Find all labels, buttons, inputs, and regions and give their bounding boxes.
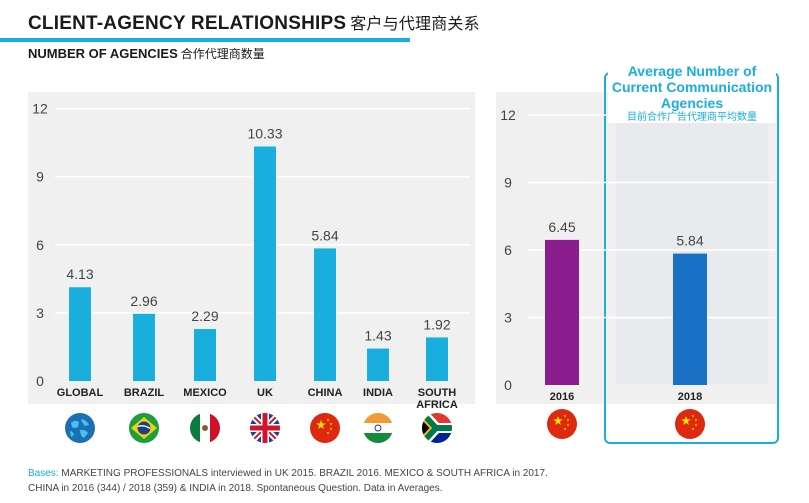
left-chart-background [28, 92, 475, 404]
right-chart-ytick-label: 6 [504, 242, 512, 258]
right-chart-bar [545, 239, 579, 385]
subtitle-en: NUMBER OF AGENCIES [28, 46, 178, 61]
right-chart-ytick-label: 0 [504, 377, 512, 393]
right-chart-ytick-label: 9 [504, 175, 512, 191]
india-flag-icon [363, 413, 393, 443]
left-chart-ytick-label: 3 [36, 305, 44, 321]
left-chart-bar [133, 313, 155, 381]
highlight-label: Average Number of Current Communication … [608, 63, 776, 123]
left-chart-bar [194, 329, 216, 381]
left-chart-category-label: BRAZIL [124, 387, 165, 399]
left-chart-category-label: MEXICO [183, 387, 227, 399]
chart-subtitle: NUMBER OF AGENCIES 合作代理商数量 [28, 45, 265, 62]
left-chart-bar [367, 348, 389, 381]
left-chart-value-label: 2.96 [130, 293, 157, 309]
left-chart-category-label: GLOBAL [57, 387, 104, 399]
left-chart-ytick-label: 12 [32, 101, 48, 117]
left-chart-value-label: 1.92 [423, 316, 450, 332]
header: CLIENT-AGENCY RELATIONSHIPS 客户与代理商关系 [28, 10, 480, 35]
footnote: Bases: MARKETING PROFESSIONALS interview… [28, 466, 788, 496]
title-cn: 客户与代理商关系 [350, 14, 480, 33]
left-chart-category-label: AFRICA [416, 399, 458, 411]
left-chart-category-label: UK [257, 387, 273, 399]
left-chart-ytick-label: 0 [36, 373, 44, 389]
right-chart-category-label: 2018 [678, 391, 702, 403]
left-chart-value-label: 10.33 [247, 126, 282, 142]
south-africa-flag-icon [422, 413, 452, 443]
china-flag-icon [310, 413, 340, 443]
left-chart-bar [69, 287, 91, 381]
mexico-flag-icon [190, 413, 220, 443]
page-title: CLIENT-AGENCY RELATIONSHIPS 客户与代理商关系 [28, 10, 480, 35]
left-chart-ytick-label: 9 [36, 169, 44, 185]
footnote-text-2: CHINA in 2016 (344) / 2018 (359) & INDIA… [28, 483, 443, 494]
right-chart-value-label: 6.45 [548, 219, 575, 235]
china-flag-icon [675, 409, 705, 439]
highlight-label-en: Average Number of Current Communication … [611, 63, 773, 111]
right-chart-ytick-label: 12 [500, 107, 516, 123]
left-chart-ytick-label: 6 [36, 237, 44, 253]
left-chart-category-label: SOUTH [418, 387, 457, 399]
title-underline [0, 38, 410, 42]
china-flag-icon [547, 409, 577, 439]
left-chart-bar [426, 337, 448, 381]
footnote-text-1: MARKETING PROFESSIONALS interviewed in U… [61, 468, 548, 479]
footnote-label: Bases: [28, 468, 59, 479]
left-chart-category-label: CHINA [308, 387, 343, 399]
globe-icon [65, 413, 95, 443]
left-chart-value-label: 1.43 [364, 328, 391, 344]
title-en: CLIENT-AGENCY RELATIONSHIPS [28, 13, 347, 34]
right-chart-bar [673, 253, 707, 385]
left-chart-bar [314, 248, 336, 381]
subtitle-cn: 合作代理商数量 [180, 47, 265, 61]
highlight-label-cn: 目前合作广告代理商平均数量 [627, 112, 757, 123]
left-chart-value-label: 5.84 [311, 227, 338, 243]
left-chart-category-label: INDIA [363, 387, 393, 399]
left-chart-bar [254, 146, 276, 381]
uk-flag-icon [250, 413, 280, 443]
right-chart-value-label: 5.84 [676, 233, 703, 249]
brazil-flag-icon [129, 413, 159, 443]
right-chart-category-label: 2016 [550, 391, 574, 403]
left-chart-value-label: 4.13 [66, 266, 93, 282]
left-chart-value-label: 2.29 [191, 308, 218, 324]
right-chart-ytick-label: 3 [504, 310, 512, 326]
